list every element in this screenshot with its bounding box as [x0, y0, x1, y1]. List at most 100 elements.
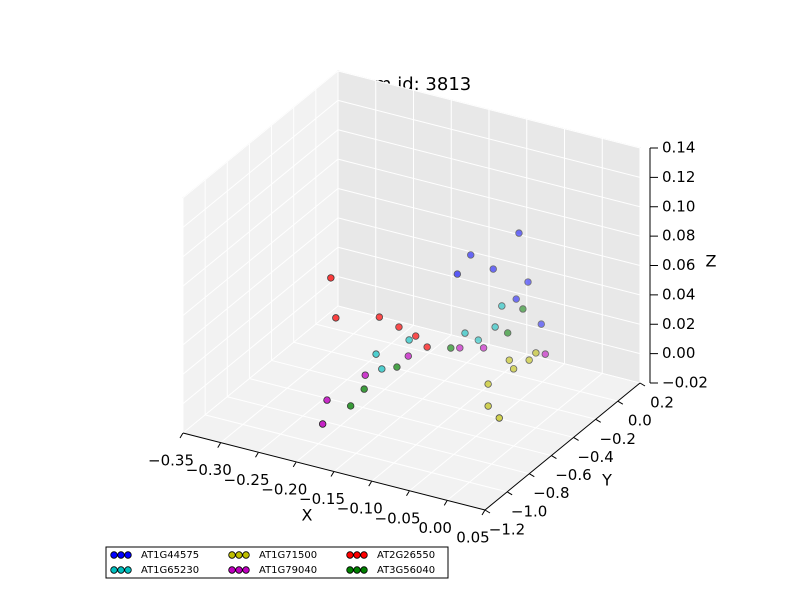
- grid-line: [337, 246, 641, 325]
- grid-line: [337, 158, 641, 237]
- y-tick: [484, 509, 491, 514]
- legend-marker: [117, 566, 125, 574]
- legend-marker: [242, 551, 250, 559]
- x-tick: [481, 509, 486, 516]
- z-axis-label: Z: [706, 252, 717, 271]
- point: [532, 349, 540, 357]
- y-tick: [639, 382, 646, 387]
- point: [412, 332, 420, 340]
- grid-line: [337, 276, 641, 355]
- point: [505, 356, 513, 364]
- grid-line: [295, 334, 452, 463]
- point: [332, 314, 340, 322]
- point: [393, 363, 401, 371]
- legend-label: AT1G71500: [259, 550, 317, 561]
- x-tick-label: 0.05: [456, 529, 489, 547]
- legend-marker: [360, 551, 368, 559]
- legend-marker: [228, 566, 236, 574]
- grid-line: [182, 188, 339, 316]
- z-tick-label: 0.02: [662, 315, 695, 333]
- legend-label: AT2G26550: [377, 550, 435, 561]
- y-tick: [595, 418, 601, 423]
- x-tick-label: −0.35: [148, 452, 194, 470]
- point: [484, 402, 492, 410]
- x-tick-label: −0.25: [224, 471, 270, 489]
- point: [495, 414, 503, 422]
- point: [467, 251, 475, 259]
- point: [537, 320, 545, 328]
- x-tick-label: −0.10: [337, 500, 383, 518]
- y-tick: [551, 455, 557, 460]
- grid-line: [182, 217, 339, 346]
- point: [461, 329, 469, 337]
- point: [474, 336, 483, 344]
- z-tick-label: 0.14: [662, 139, 695, 157]
- point: [541, 350, 549, 358]
- grid-line: [446, 372, 603, 501]
- x-tick-label: 0.00: [419, 519, 452, 537]
- y-tick-label: −1.2: [489, 521, 525, 539]
- grid-line: [182, 70, 339, 199]
- x-tick-label: −0.05: [375, 509, 421, 527]
- grid-line: [182, 305, 339, 434]
- point: [509, 365, 518, 373]
- legend-marker: [235, 566, 243, 574]
- point: [423, 343, 431, 351]
- grid-line: [249, 378, 552, 457]
- grid-line: [182, 129, 339, 258]
- point: [346, 402, 355, 410]
- grid-line: [182, 246, 339, 375]
- y-tick: [617, 400, 624, 405]
- grid-line: [333, 344, 490, 472]
- grid-line: [220, 315, 377, 444]
- legend-marker: [228, 551, 236, 559]
- legend-marker: [110, 551, 118, 559]
- x-axis-label: X: [302, 506, 313, 525]
- y-tick: [573, 436, 579, 441]
- point: [456, 344, 464, 352]
- y-tick: [529, 473, 535, 478]
- point: [524, 278, 532, 286]
- point: [378, 365, 386, 373]
- y-tick-label: 0.2: [650, 394, 674, 412]
- x-tick: [217, 442, 222, 448]
- y-axis-label: Y: [601, 471, 612, 490]
- point: [479, 344, 488, 352]
- z-tick-label: −0.02: [662, 374, 708, 392]
- x-tick-label: −0.15: [299, 490, 345, 508]
- point: [372, 350, 380, 358]
- point: [489, 265, 497, 273]
- point: [512, 295, 520, 303]
- y-tick-label: −0.8: [533, 484, 569, 502]
- point: [360, 385, 368, 393]
- grid-line: [315, 323, 618, 402]
- legend-marker: [124, 566, 132, 574]
- point: [491, 323, 499, 331]
- legend-marker: [346, 551, 354, 559]
- point: [405, 336, 413, 344]
- point: [395, 323, 403, 331]
- legend-marker: [353, 566, 361, 574]
- legend-label: AT1G65230: [141, 565, 199, 576]
- point: [503, 329, 512, 337]
- grid-line: [337, 99, 641, 178]
- legend-marker: [124, 551, 132, 559]
- grid-line: [371, 353, 528, 482]
- z-tick-label: 0.12: [662, 168, 695, 186]
- x-tick: [330, 471, 335, 477]
- z-tick-label: 0.04: [662, 285, 695, 303]
- grid-line: [182, 276, 339, 405]
- point: [519, 305, 527, 313]
- legend-label: AT1G79040: [259, 565, 317, 576]
- z-tick-label: 0.06: [662, 256, 695, 274]
- legend-label: AT3G56040: [377, 565, 435, 576]
- y-tick-label: −0.6: [555, 466, 591, 484]
- point: [515, 229, 523, 237]
- y-tick-label: −0.4: [577, 448, 613, 466]
- x-tick: [255, 451, 259, 458]
- legend-marker: [242, 566, 250, 574]
- y-tick: [506, 491, 513, 496]
- legend-marker: [346, 566, 354, 574]
